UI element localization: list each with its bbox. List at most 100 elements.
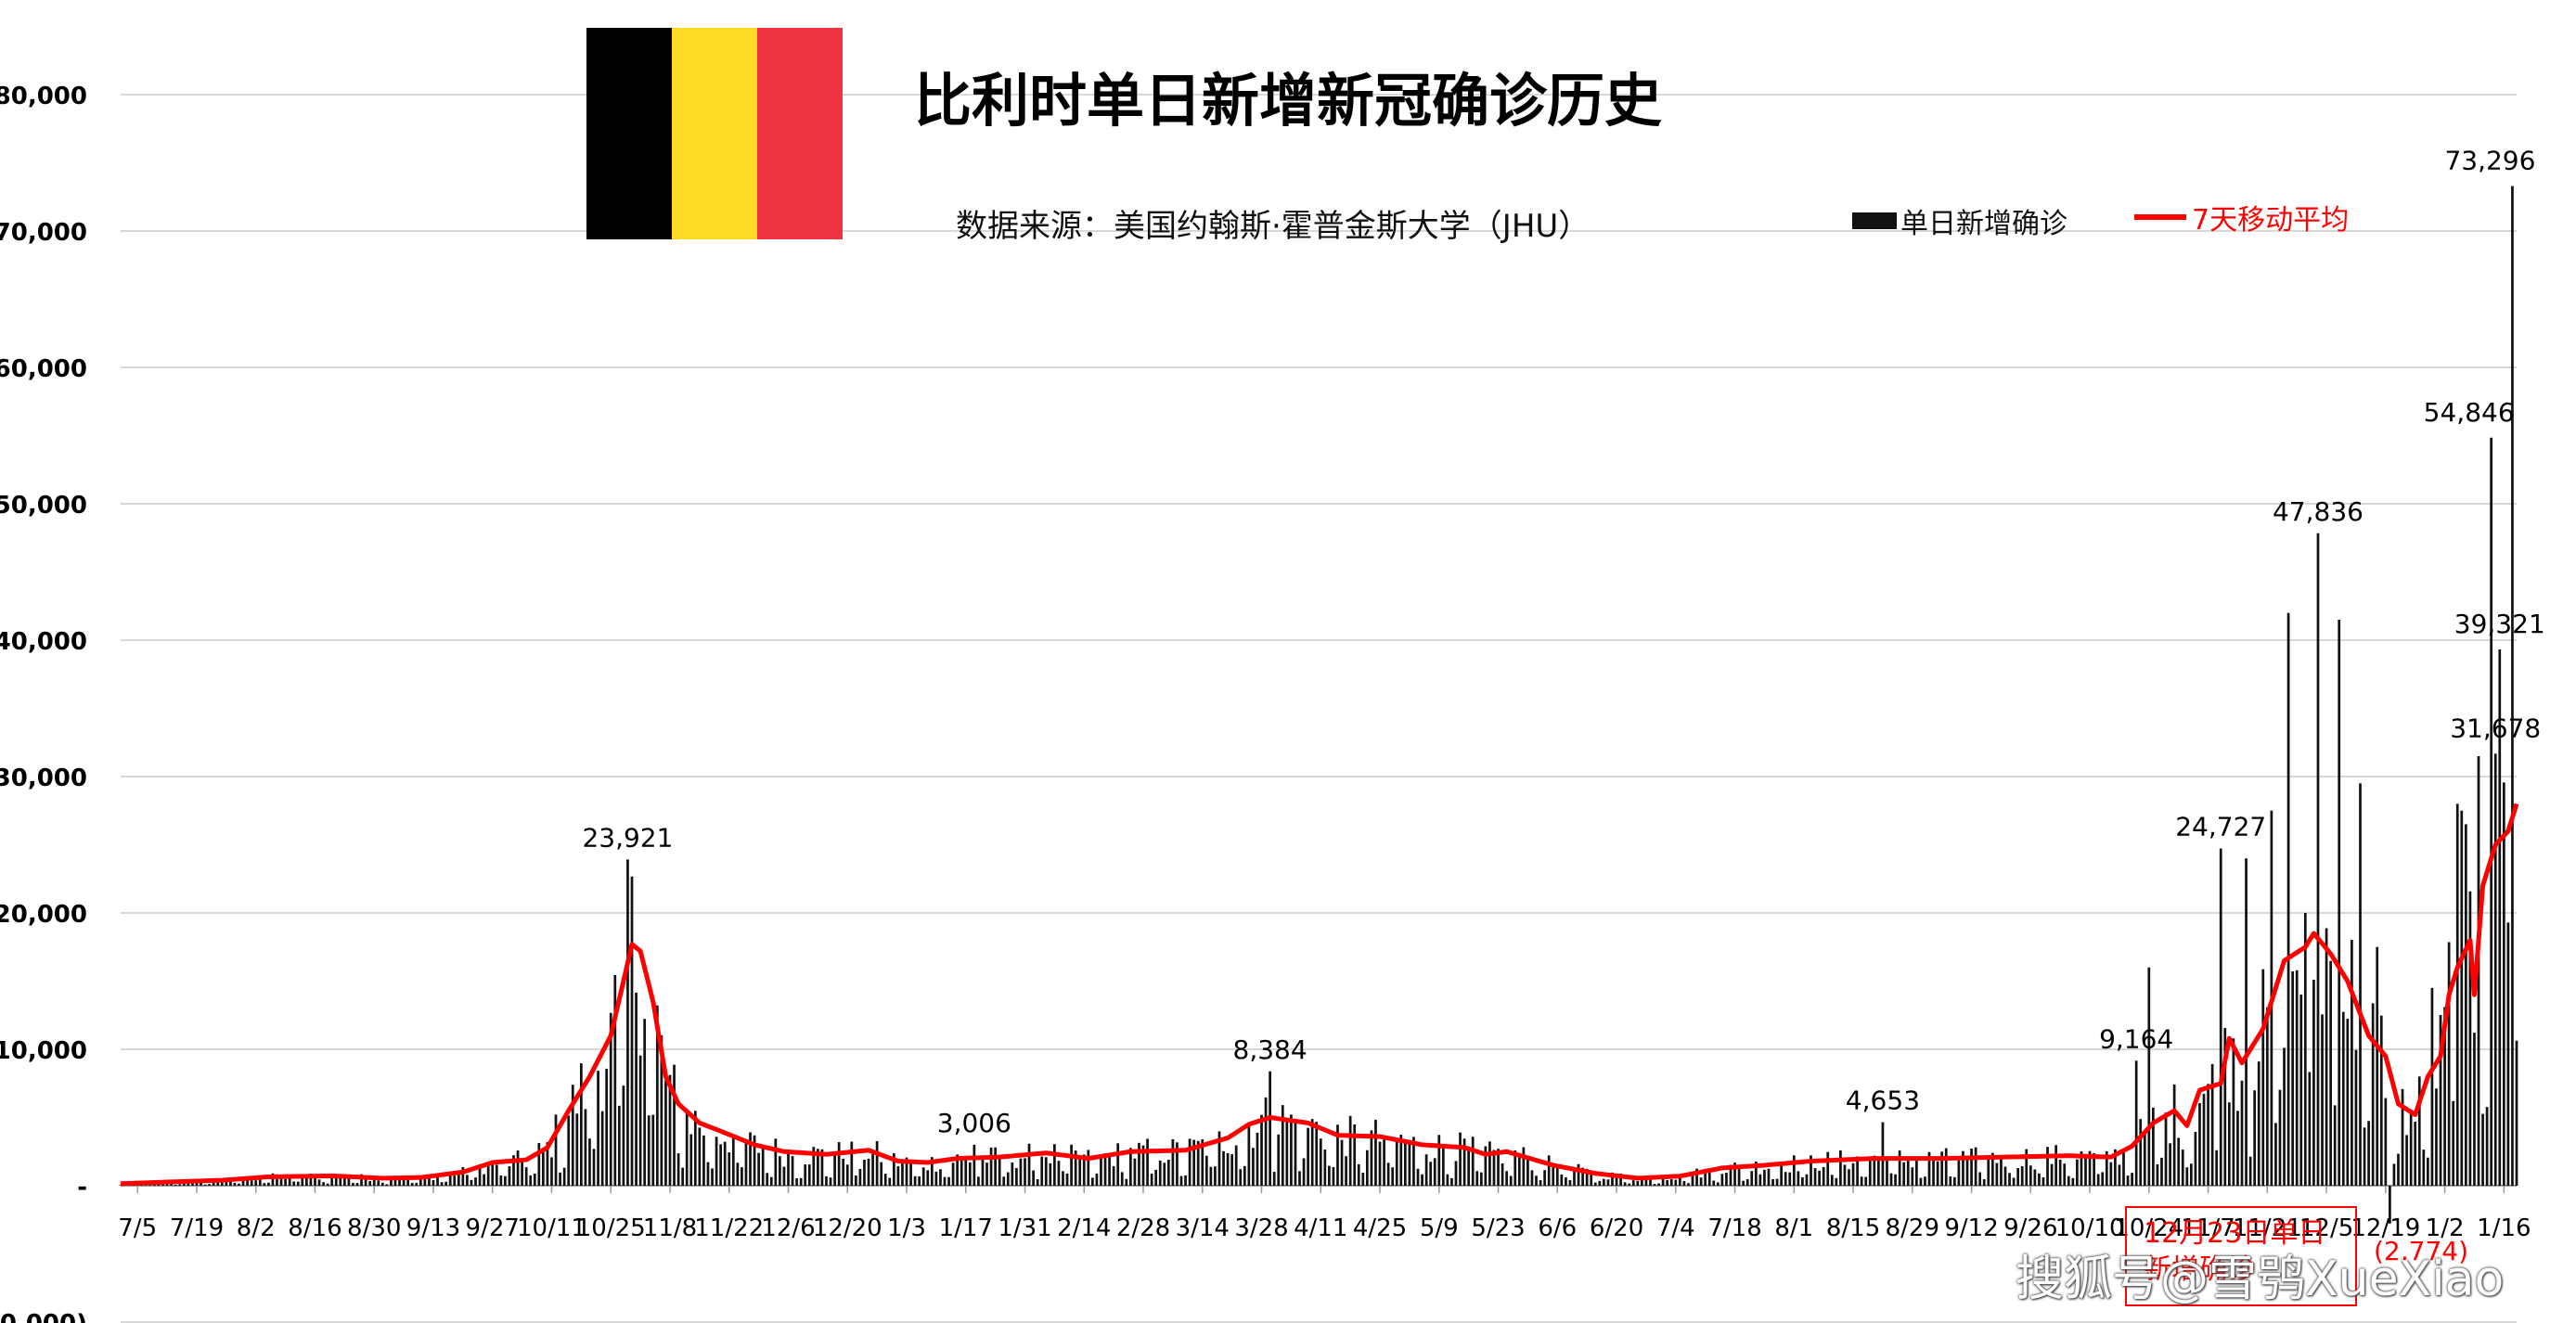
daily-bar [1125,1178,1128,1186]
daily-bar [1818,1170,1821,1186]
daily-bar [2303,913,2307,1186]
legend-line-label: 7天移动平均 [2192,204,2350,237]
daily-bar [2329,960,2332,1186]
daily-bar [2367,1121,2370,1186]
daily-bar [368,1181,372,1186]
daily-bar [1074,1150,1077,1186]
daily-bar [1745,1178,1749,1186]
daily-bar [1281,1105,1284,1186]
daily-bar [1260,1114,1263,1186]
daily-bar [753,1135,756,1186]
daily-bar [1269,1071,1271,1186]
daily-bar [1201,1139,1204,1186]
daily-bar [833,1155,836,1186]
daily-bar [2477,755,2480,1186]
daily-bar [1653,1184,1656,1186]
daily-bar [858,1168,862,1186]
daily-bar [495,1164,498,1186]
daily-bar [2084,1157,2087,1186]
daily-bar [1691,1174,1694,1186]
daily-bar [1526,1159,1529,1186]
daily-bar [436,1175,439,1186]
chart-title: 比利时单日新增新冠确诊历史 [914,67,1663,135]
x-tick-label: 6/6 [1538,1214,1577,1242]
daily-bar [863,1159,866,1186]
daily-bar [1927,1151,1931,1186]
x-tick-label: 8/15 [1826,1214,1880,1242]
daily-bar [1395,1141,1398,1186]
daily-bar [2506,922,2510,1186]
daily-bar [2038,1173,2041,1186]
daily-bar [1082,1154,1086,1186]
daily-bar [2240,1080,2244,1186]
daily-bar [220,1181,224,1186]
daily-bar [562,1167,566,1186]
daily-bar [1585,1168,1589,1186]
daily-bar [2207,1084,2209,1186]
daily-bar [622,1085,625,1186]
daily-bar [1902,1162,1906,1186]
daily-bar [626,859,629,1186]
daily-bar [597,1071,599,1186]
daily-bar [2265,1007,2269,1186]
daily-bar [1188,1138,1191,1186]
daily-bar [1256,1132,1259,1186]
daily-bar [1952,1176,1956,1186]
x-tick-label: 12/5 [2299,1214,2353,1242]
daily-bar [1733,1162,1736,1186]
daily-bar [807,1164,811,1186]
daily-bar [1361,1172,1365,1186]
x-tick-label: 9/27 [466,1214,520,1242]
daily-bar [317,1179,321,1186]
daily-bar [2071,1177,2075,1186]
daily-bar [981,1156,985,1186]
daily-bar [1978,1172,1982,1186]
daily-bar [1864,1176,1868,1186]
x-tick-label: 9/26 [2003,1214,2057,1242]
daily-bar [330,1174,334,1186]
daily-bar [779,1156,781,1186]
daily-bar [702,1135,705,1186]
daily-bar [342,1178,346,1186]
daily-bar [453,1175,457,1186]
x-tick-label: 3/28 [1234,1214,1288,1242]
daily-bar [1378,1141,1382,1186]
daily-bar [918,1175,921,1186]
daily-bar [355,1183,359,1186]
daily-bar [516,1150,520,1186]
daily-bar [1822,1166,1825,1186]
daily-bar [1877,1158,1880,1186]
daily-bar [1957,1160,1961,1186]
daily-bar [2389,1186,2391,1224]
daily-bar [782,1166,786,1186]
daily-bar [2485,1107,2489,1186]
daily-bar [635,992,638,1186]
daily-bar [457,1173,460,1186]
daily-bar [1462,1138,1466,1186]
daily-bar [1433,1158,1436,1186]
daily-bar [491,1160,495,1186]
daily-bar [588,1138,591,1186]
daily-bar [1310,1119,1314,1186]
daily-bar [1044,1157,1048,1186]
daily-bar [2257,1061,2260,1186]
daily-bar [1479,1172,1483,1186]
daily-bar [1810,1155,1812,1186]
daily-bar [2490,437,2493,1186]
daily-bar [1166,1160,1170,1186]
daily-bar [466,1175,469,1186]
daily-bar [2080,1150,2083,1186]
daily-bar [364,1177,367,1186]
daily-bar [1040,1156,1044,1186]
x-tick-label: 12/19 [2351,1214,2420,1242]
daily-bar [267,1182,270,1186]
legend-bar-label: 单日新增确诊 [1900,208,2067,240]
daily-bar [1712,1180,1716,1186]
daily-bar [1742,1180,1745,1186]
daily-bar [499,1175,503,1186]
daily-bar [719,1144,722,1186]
x-tick-label: 11/21 [2233,1214,2302,1242]
daily-bar [2147,967,2151,1186]
daily-bar [1707,1168,1711,1186]
daily-bar [2003,1166,2007,1186]
